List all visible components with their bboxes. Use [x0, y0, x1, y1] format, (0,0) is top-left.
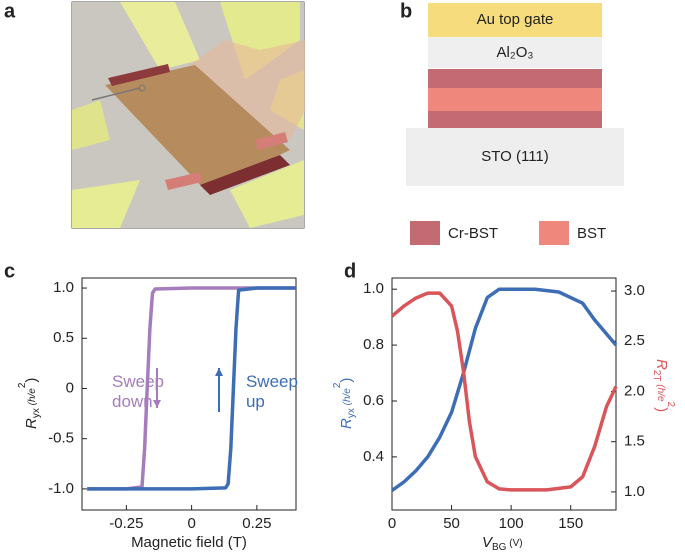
tick-label: 0.4: [363, 448, 384, 465]
panel-label: c: [4, 260, 15, 282]
tick-label: 0.8: [363, 336, 384, 353]
axis-label-part: R: [23, 418, 40, 429]
axis-label-part: (V): [506, 538, 522, 549]
axis-label-part: 2: [332, 382, 343, 388]
tick-label: 2.5: [624, 332, 645, 349]
legend-swatch: [410, 221, 440, 245]
tick-label: 1.0: [53, 279, 74, 296]
tick-label: 3.0: [624, 282, 645, 299]
axis-label-part: 2: [17, 382, 28, 388]
tick-label: 0: [187, 515, 195, 532]
legend-swatch: [539, 221, 569, 245]
x-axis-label: Magnetic field (T): [131, 534, 247, 551]
axis-label-part: R: [653, 359, 670, 370]
tick-label: 150: [558, 515, 583, 532]
plot-frame: [81, 277, 297, 511]
tick-label: 1.0: [363, 280, 384, 297]
panel-label: b: [400, 0, 412, 22]
axis-label: Ryx (h/e2): [332, 378, 357, 429]
tick-label: 2.0: [624, 382, 645, 399]
axis-label-part: yx: [31, 408, 42, 418]
tick-label: 0: [66, 379, 74, 396]
annotation: down: [112, 392, 153, 411]
annotation: Sweep: [246, 372, 298, 391]
tick-label: 1.0: [624, 483, 645, 500]
axis-label-part: V: [482, 534, 494, 551]
tick-label: 0.6: [363, 392, 384, 409]
data-line: [390, 287, 618, 492]
annotation: Sweep: [112, 372, 164, 391]
axis-label-part: yx: [346, 408, 357, 418]
axis-label-part: ): [23, 378, 40, 383]
layer: [428, 37, 602, 68]
axis-label: Ryx (h/e2): [17, 378, 42, 429]
data-line: [390, 291, 618, 492]
axis-label-part: (h/e: [655, 382, 666, 402]
layer: [428, 3, 602, 37]
axis-label-part: 2T: [651, 370, 662, 382]
layer: [428, 69, 602, 88]
tick-label: 0.5: [53, 329, 74, 346]
panel-label: d: [344, 260, 356, 282]
layer-label: Au top gate: [477, 11, 554, 28]
axis-label-part: ): [653, 407, 670, 412]
plot-frame: [391, 277, 617, 511]
device-illustration: [71, 1, 305, 229]
sweep-arrow-head: [215, 368, 223, 376]
layer: [406, 128, 624, 186]
axis-label-part: 2: [665, 402, 676, 408]
axis-label-part: R: [338, 418, 355, 429]
legend-label: BST: [577, 225, 606, 242]
axis-label-part: BG: [492, 542, 507, 553]
legend-label: Cr-BST: [448, 225, 498, 242]
tick-label: 50: [443, 515, 460, 532]
tick-label: -0.5: [48, 430, 74, 447]
layer-label: STO (111): [481, 148, 549, 165]
tick-label: -1.0: [48, 480, 74, 497]
annotation: up: [246, 392, 265, 411]
panel-label: a: [4, 0, 16, 22]
sweep-arrow-head: [153, 400, 161, 408]
layer-stack: Au top gate Al₂O₃ STO (111): [406, 3, 624, 186]
layer: [428, 88, 602, 111]
axis-label-part: (h/e: [27, 388, 38, 408]
axis-label: R2T (h/e2): [651, 359, 676, 412]
axis-label-part: ): [338, 378, 355, 383]
data-line: [87, 286, 296, 491]
tick-label: 0.25: [242, 515, 271, 532]
tick-label: 0: [388, 515, 396, 532]
tick-label: 100: [499, 515, 524, 532]
layer-label: Al₂O₃: [497, 44, 534, 61]
layer: [428, 111, 602, 128]
axis-label-part: (h/e: [342, 388, 353, 408]
tick-label: -0.25: [109, 515, 143, 532]
tick-label: 1.5: [624, 433, 645, 450]
axis-label: VBG (V): [482, 534, 523, 553]
